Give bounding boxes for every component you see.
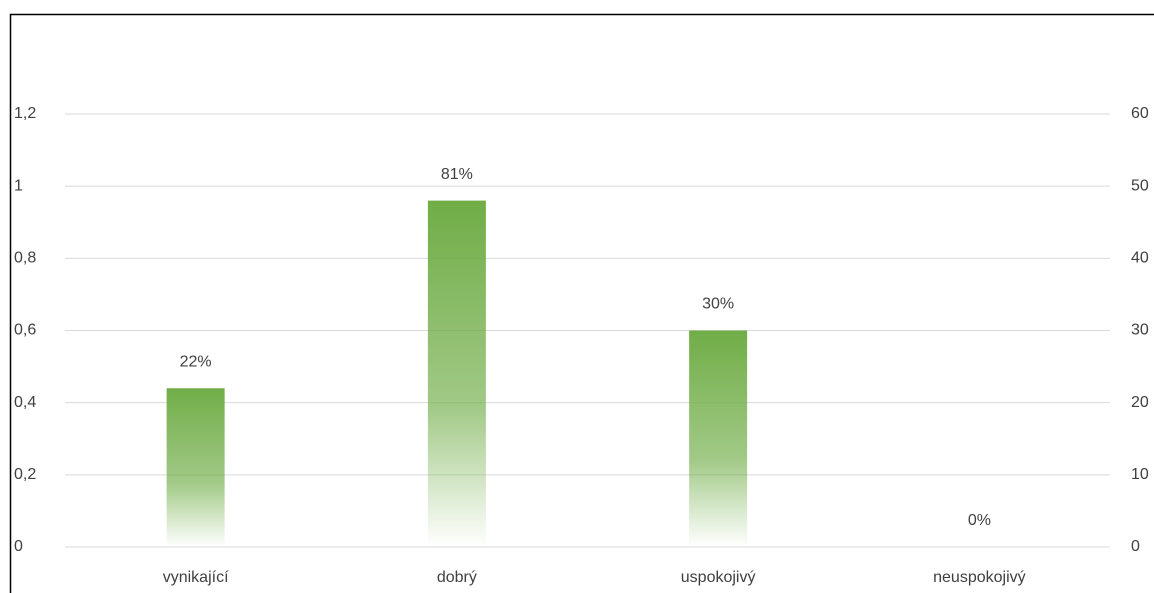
data-label: 81% <box>441 166 473 183</box>
y-tick-label: 1 <box>14 177 23 194</box>
x-tick-label: neuspokojivý <box>933 569 1026 586</box>
data-label: 22% <box>180 353 212 370</box>
y-tick-label: 1,2 <box>14 105 36 122</box>
bar <box>166 388 225 547</box>
y2-tick-label: 30 <box>1131 322 1149 339</box>
y-tick-label: 0,8 <box>14 250 36 267</box>
y2-tick-label: 0 <box>1131 538 1140 555</box>
bar <box>427 200 486 547</box>
bar <box>689 330 748 547</box>
data-label: 30% <box>702 296 734 313</box>
y-tick-label: 0,2 <box>14 466 36 483</box>
y2-tick-label: 60 <box>1131 105 1149 122</box>
y-tick-label: 0,4 <box>14 394 36 411</box>
y-tick-label: 0 <box>14 538 23 555</box>
data-label: 0% <box>968 512 991 529</box>
x-tick-label: vynikající <box>163 569 229 586</box>
y2-tick-label: 10 <box>1131 466 1149 483</box>
y-tick-label: 0,6 <box>14 322 36 339</box>
x-tick-label: dobrý <box>437 569 477 586</box>
y2-tick-label: 40 <box>1131 250 1149 267</box>
y2-tick-label: 50 <box>1131 177 1149 194</box>
y2-tick-label: 20 <box>1131 394 1149 411</box>
x-tick-label: uspokojivý <box>681 569 756 586</box>
